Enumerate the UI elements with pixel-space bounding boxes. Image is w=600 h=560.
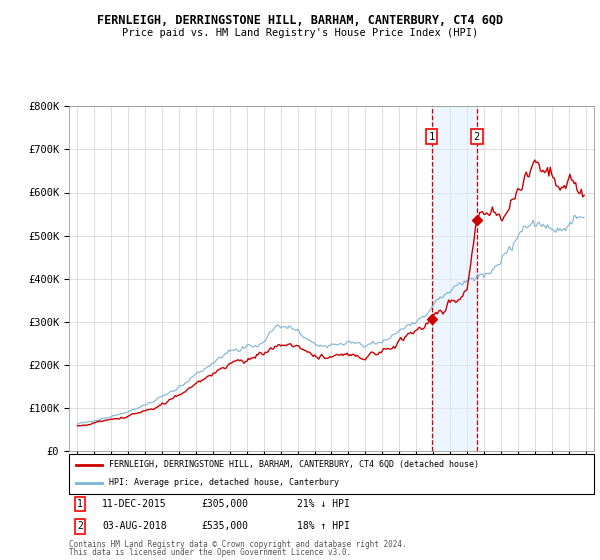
Text: £535,000: £535,000 [201, 521, 248, 531]
Text: 2: 2 [473, 132, 480, 142]
Text: Price paid vs. HM Land Registry's House Price Index (HPI): Price paid vs. HM Land Registry's House … [122, 28, 478, 38]
Text: 03-AUG-2018: 03-AUG-2018 [102, 521, 167, 531]
Text: This data is licensed under the Open Government Licence v3.0.: This data is licensed under the Open Gov… [69, 548, 351, 557]
Bar [432, 106, 477, 451]
Text: FERNLEIGH, DERRINGSTONE HILL, BARHAM, CANTERBURY, CT4 6QD (detached house): FERNLEIGH, DERRINGSTONE HILL, BARHAM, CA… [109, 460, 479, 469]
Text: 21% ↓ HPI: 21% ↓ HPI [297, 499, 350, 509]
Text: HPI: Average price, detached house, Canterbury: HPI: Average price, detached house, Cant… [109, 478, 339, 487]
Text: 1: 1 [428, 132, 435, 142]
Text: 1: 1 [77, 499, 83, 509]
Text: 2: 2 [77, 521, 83, 531]
Text: 18% ↑ HPI: 18% ↑ HPI [297, 521, 350, 531]
Text: FERNLEIGH, DERRINGSTONE HILL, BARHAM, CANTERBURY, CT4 6QD: FERNLEIGH, DERRINGSTONE HILL, BARHAM, CA… [97, 14, 503, 27]
Text: £305,000: £305,000 [201, 499, 248, 509]
Text: Contains HM Land Registry data © Crown copyright and database right 2024.: Contains HM Land Registry data © Crown c… [69, 540, 407, 549]
Text: 11-DEC-2015: 11-DEC-2015 [102, 499, 167, 509]
